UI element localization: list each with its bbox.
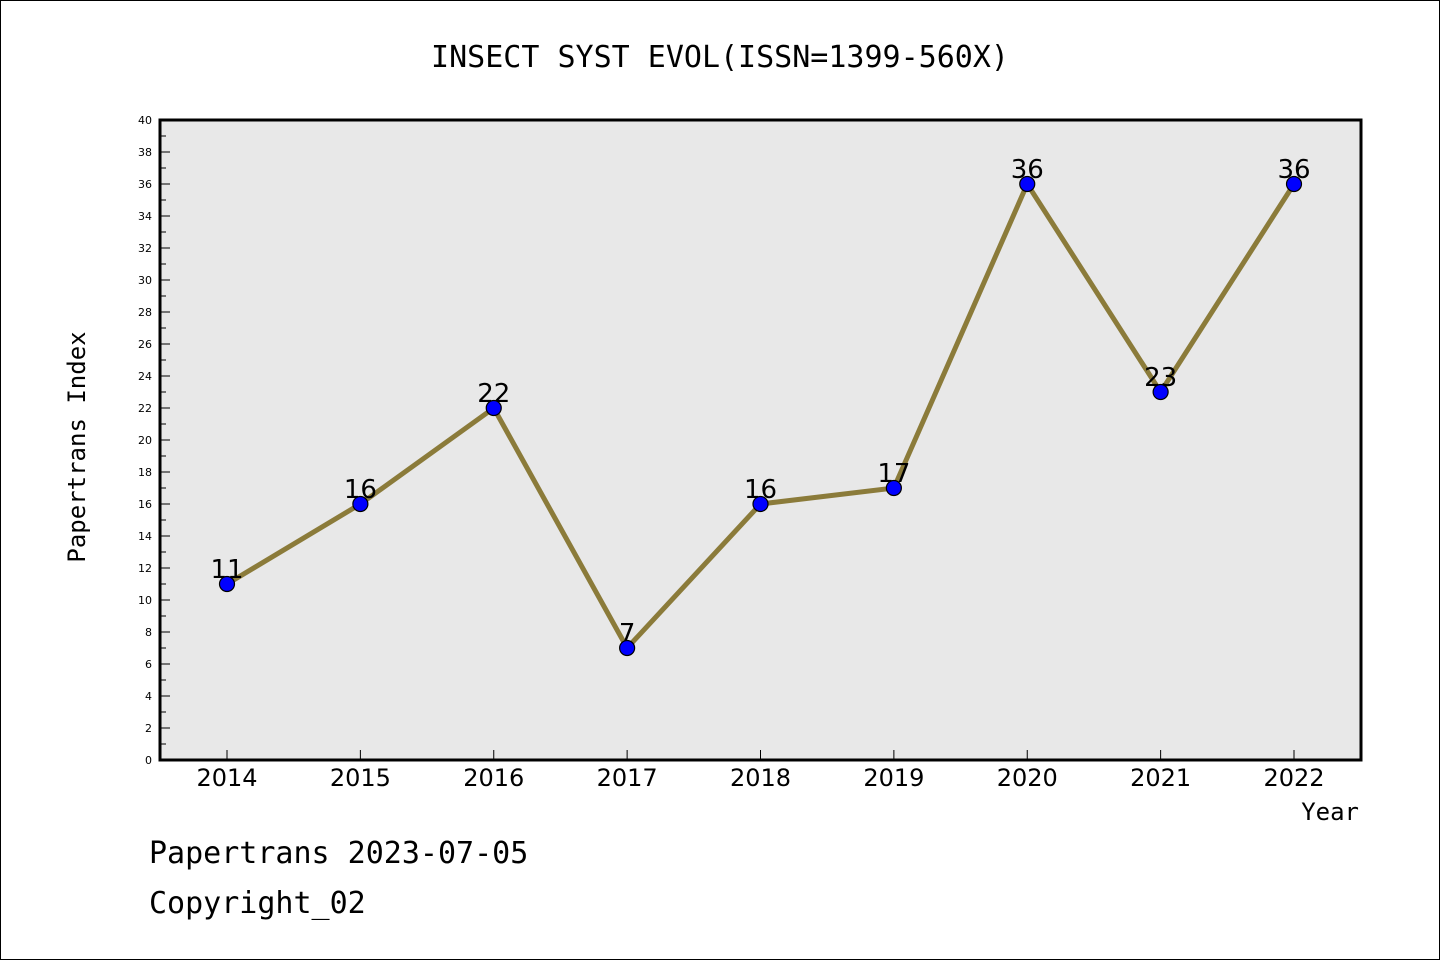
y-tick-label: 0: [145, 754, 152, 767]
plot-area: [158, 118, 1363, 762]
y-tick-label: 12: [138, 562, 152, 575]
x-tick-label: 2021: [1130, 764, 1191, 792]
data-point: [752, 495, 769, 513]
x-tick-label: 2018: [730, 764, 791, 792]
y-tick-label: 38: [138, 146, 152, 159]
y-axis-label: Papertrans Index: [63, 331, 91, 562]
y-tick-label: 32: [138, 242, 152, 255]
data-point: [1285, 175, 1303, 193]
y-tick-label: 16: [138, 498, 152, 511]
y-tick-label: 30: [138, 274, 152, 287]
y-tick-label: 40: [138, 114, 152, 127]
y-tick-label: 26: [138, 338, 152, 351]
x-tick-label: 2020: [997, 764, 1058, 792]
y-tick-label: 24: [138, 370, 152, 383]
data-point: [885, 479, 902, 497]
data-point: [485, 399, 502, 417]
x-tick-label: 2014: [196, 764, 257, 792]
x-tick-label: 2019: [863, 764, 924, 792]
data-point: [1019, 175, 1036, 193]
y-tick-label: 18: [138, 466, 152, 479]
y-tick-label: 2: [145, 722, 152, 735]
chart-title: INSECT SYST EVOL(ISSN=1399-560X): [431, 40, 1009, 75]
y-tick-label: 34: [138, 210, 152, 223]
data-point: [352, 495, 369, 513]
y-tick-label: 14: [138, 530, 152, 543]
x-tick-label: 2017: [597, 764, 658, 792]
y-tick-label: 22: [138, 402, 152, 415]
y-tick-label: 36: [138, 178, 152, 191]
footer-copyright: Copyright_02: [149, 886, 366, 921]
x-tick-label: 2016: [463, 764, 524, 792]
y-tick-label: 20: [138, 434, 152, 447]
data-point: [619, 639, 636, 657]
y-tick-label: 4: [145, 690, 152, 703]
x-axis-ticks: 2014 2015 2016 2017 2018 2019 2020 2021 2022: [196, 750, 1325, 792]
x-tick-label: 2022: [1263, 764, 1324, 792]
y-tick-label: 28: [138, 306, 152, 319]
data-point: [1152, 383, 1169, 401]
x-tick-label: 2015: [330, 764, 391, 792]
y-tick-label: 6: [145, 658, 152, 671]
y-tick-label: 10: [138, 594, 152, 607]
data-point: [218, 575, 236, 593]
x-axis-label: Year: [1301, 798, 1359, 826]
y-tick-label: 8: [145, 626, 152, 639]
footer-date: Papertrans 2023-07-05: [149, 836, 528, 871]
